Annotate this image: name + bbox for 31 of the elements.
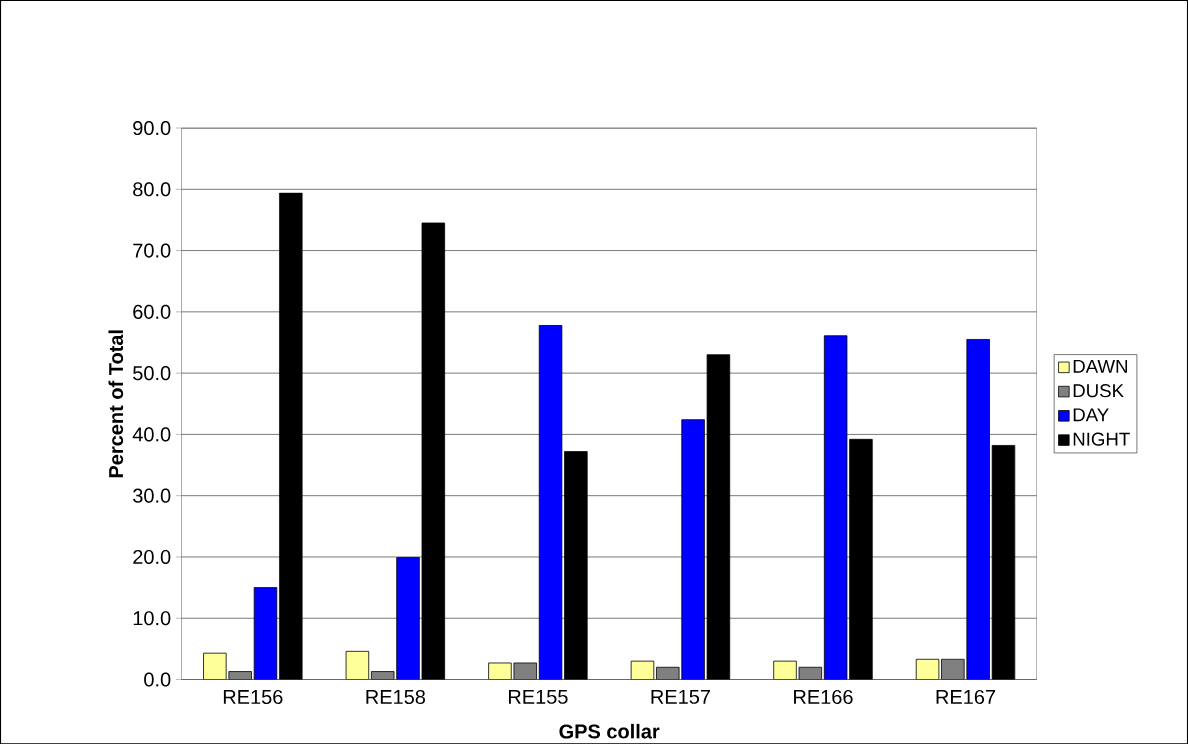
legend-label: DAY [1073, 408, 1109, 422]
y-tick-label: 30.0 [133, 488, 171, 503]
bar [538, 324, 563, 680]
bar [253, 587, 278, 680]
y-tick-label: 70.0 [133, 243, 171, 258]
y-tick-label: 20.0 [133, 549, 171, 564]
x-tick-label: RE158 [366, 689, 426, 704]
y-tick-label: 90.0 [133, 120, 171, 135]
y-tick-label: 80.0 [133, 182, 171, 197]
y-axis-title: Percent of Total [108, 330, 124, 477]
x-tick-label: RE166 [794, 689, 853, 704]
legend-label: NIGHT [1073, 432, 1130, 446]
legend-label: DAWN [1073, 359, 1128, 373]
bar [773, 660, 797, 680]
y-tick-label: 40.0 [132, 427, 171, 442]
y-tick-label: 10.0 [133, 610, 171, 626]
bar [941, 658, 965, 680]
bar [203, 652, 227, 680]
y-tick-label: 60.0 [133, 304, 171, 319]
x-tick-label: RE156 [223, 689, 283, 704]
y-tick-label: 50.0 [133, 365, 171, 381]
y-tick-label: 0.0 [144, 672, 171, 687]
bar [396, 556, 420, 680]
x-axis-title: GPS collar [559, 723, 660, 739]
legend-label: DUSK [1073, 383, 1124, 398]
x-tick-label: RE157 [651, 689, 710, 704]
bar [823, 335, 848, 680]
bar [966, 338, 990, 680]
x-tick-label: RE167 [936, 689, 996, 704]
x-tick-label: RE155 [508, 689, 568, 704]
bar [681, 419, 705, 680]
